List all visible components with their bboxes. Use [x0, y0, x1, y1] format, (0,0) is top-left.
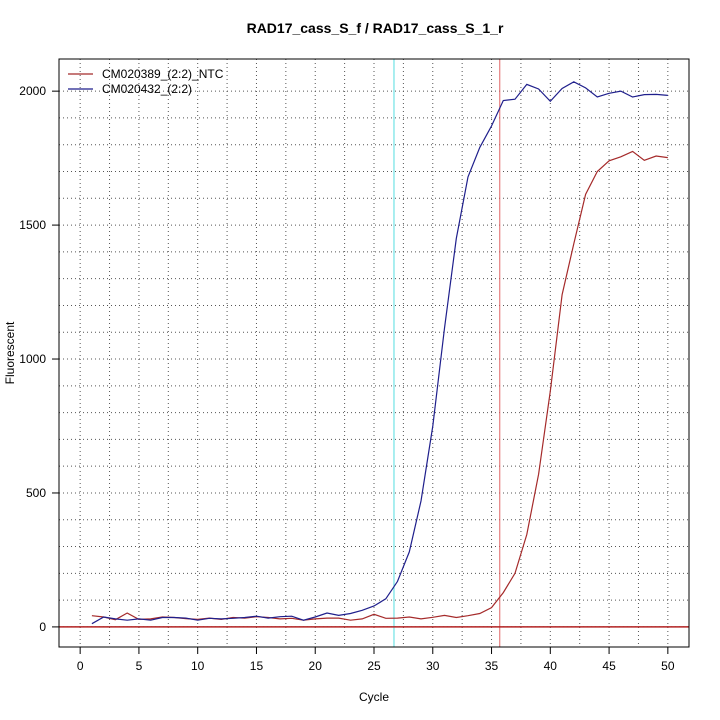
- y-axis-label: Fluorescent: [3, 321, 17, 384]
- x-tick-label: 10: [191, 659, 205, 673]
- x-tick-label: 5: [136, 659, 143, 673]
- series-line: [91, 81, 668, 625]
- x-tick-label: 40: [544, 659, 558, 673]
- ct-lines: [393, 59, 501, 647]
- grid: [59, 59, 689, 647]
- x-tick-label: 25: [367, 659, 381, 673]
- y-tick-label: 0: [39, 620, 46, 634]
- x-tick-label: 0: [77, 659, 84, 673]
- y-tick-label: 500: [26, 486, 46, 500]
- x-axis-label: Cycle: [359, 690, 389, 704]
- x-tick-label: 45: [602, 659, 616, 673]
- y-tick-label: 1000: [19, 352, 46, 366]
- y-axis: 0 500 1000 1500 2000: [19, 84, 59, 634]
- legend-label: CM020389_(2:2)_NTC: [102, 67, 224, 81]
- y-tick-label: 2000: [19, 84, 46, 98]
- chart-title: RAD17_cass_S_f / RAD17_cass_S_1_r: [247, 20, 504, 36]
- x-tick-label: 30: [426, 659, 440, 673]
- x-tick-label: 50: [661, 659, 675, 673]
- series-group: [91, 81, 668, 625]
- x-tick-label: 15: [250, 659, 264, 673]
- y-tick-label: 1500: [19, 218, 46, 232]
- x-tick-label: 20: [309, 659, 323, 673]
- x-axis: 0 5 10 15 20 25 30 35 40 45 50: [77, 647, 675, 673]
- x-tick-label: 35: [485, 659, 499, 673]
- legend-label: CM020432_(2:2): [102, 82, 192, 96]
